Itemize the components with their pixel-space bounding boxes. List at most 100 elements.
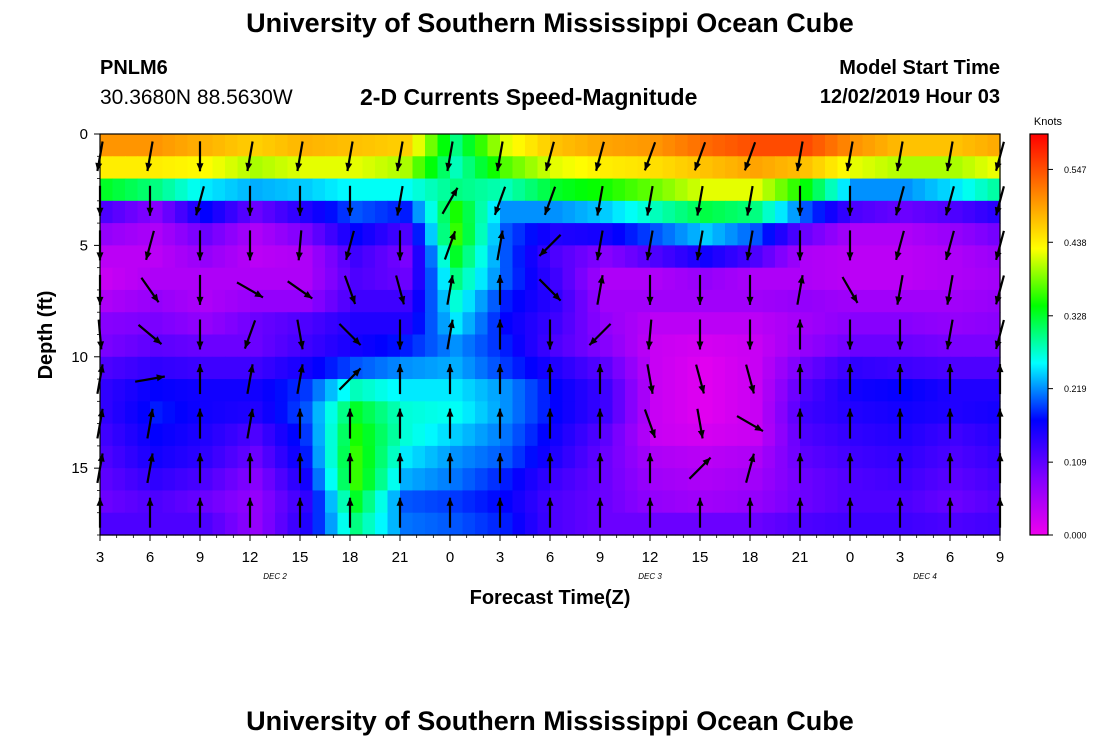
heatmap-cell <box>612 289 626 313</box>
heatmap-cell <box>962 156 976 180</box>
x-tick-label: 6 <box>546 549 554 566</box>
heatmap-cell <box>225 178 239 202</box>
heatmap-cell <box>762 134 776 157</box>
heatmap-cell <box>862 468 876 492</box>
heatmap-cell <box>712 289 726 313</box>
current-arrow <box>345 141 354 172</box>
heatmap-cell <box>725 379 739 402</box>
heatmap-cell <box>650 245 664 269</box>
arrow-head <box>896 453 904 462</box>
current-arrow <box>896 364 904 395</box>
heatmap-cell <box>350 445 364 469</box>
heatmap-cell <box>800 423 814 447</box>
heatmap-cell <box>400 223 414 246</box>
heatmap-cell <box>850 356 864 380</box>
heatmap-cell <box>625 334 639 358</box>
heatmap-cell <box>762 401 776 425</box>
heatmap-cell <box>375 401 389 425</box>
heatmap-cell <box>225 312 239 336</box>
heatmap-cell <box>387 356 401 380</box>
arrow-head <box>396 252 404 261</box>
heatmap-cell <box>775 356 789 380</box>
heatmap-cell <box>412 401 426 425</box>
heatmap-cell <box>650 267 664 291</box>
current-arrow <box>243 320 257 349</box>
heatmap-cell <box>887 468 901 492</box>
current-arrow <box>395 141 404 172</box>
heatmap-cell <box>687 356 701 380</box>
heatmap-cell <box>100 134 114 157</box>
heatmap-cell <box>125 200 139 224</box>
heatmap-cell <box>662 512 676 536</box>
current-arrow <box>796 364 804 395</box>
heatmap-cell <box>737 445 751 469</box>
heatmap-cell <box>462 490 476 514</box>
heatmap-cell <box>562 200 576 224</box>
heatmap-cell <box>800 156 814 180</box>
x-tick-label: 21 <box>392 549 409 566</box>
heatmap-cell <box>962 468 976 492</box>
heatmap-cell <box>525 512 539 536</box>
heatmap-cell <box>362 200 376 224</box>
heatmap-cell <box>362 468 376 492</box>
heatmap-cell <box>675 445 689 469</box>
heatmap-cell <box>362 356 376 380</box>
heatmap-cell <box>412 468 426 492</box>
arrow-head <box>245 162 253 171</box>
arrow-head <box>447 319 455 329</box>
current-arrow <box>596 453 604 484</box>
heatmap-cell <box>125 490 139 514</box>
heatmap-cell <box>487 156 501 180</box>
current-arrow <box>688 456 712 480</box>
heatmap-cell <box>475 512 489 536</box>
heatmap-cell <box>575 245 589 269</box>
heatmap-cell <box>125 334 139 358</box>
heatmap-cell <box>262 356 276 380</box>
heatmap-cell <box>650 312 664 336</box>
heatmap-cell <box>162 223 176 246</box>
current-arrow <box>696 274 704 305</box>
current-arrow <box>346 185 354 216</box>
heatmap-cell <box>400 245 414 269</box>
heatmap-cell <box>625 445 639 469</box>
heatmap-cell <box>387 245 401 269</box>
heatmap-cell <box>287 178 301 202</box>
heatmap-cell <box>187 356 201 380</box>
current-arrow <box>396 408 404 439</box>
heatmap-cell <box>262 379 276 402</box>
heatmap-cell <box>525 178 539 202</box>
heatmap-cell <box>837 379 851 402</box>
heatmap-cell <box>425 379 439 402</box>
heatmap-cell <box>462 379 476 402</box>
heatmap-cell <box>662 379 676 402</box>
heatmap-cell <box>950 223 964 246</box>
heatmap-cell <box>900 156 914 180</box>
arrow-head <box>495 162 503 171</box>
heatmap-cell <box>475 178 489 202</box>
heatmap-cell <box>112 401 126 425</box>
heatmap-cell <box>237 312 251 336</box>
heatmap-cell <box>287 490 301 514</box>
heatmap-cell <box>150 223 164 246</box>
heatmap-cell <box>400 267 414 291</box>
heatmap-cell <box>912 401 926 425</box>
arrow-head <box>396 408 404 417</box>
heatmap-cell <box>562 134 576 157</box>
heatmap-cell <box>350 156 364 180</box>
heatmap-cell <box>637 223 651 246</box>
heatmap-cell <box>812 267 826 291</box>
heatmap-cell <box>912 267 926 291</box>
arrow-head <box>896 408 904 417</box>
current-arrow <box>588 323 612 346</box>
heatmap-cell <box>625 512 639 536</box>
x-tick-label: 15 <box>292 549 309 566</box>
heatmap-cell <box>237 490 251 514</box>
heatmap-cell <box>900 468 914 492</box>
heatmap-cell <box>862 512 876 536</box>
heatmap-cell <box>525 156 539 180</box>
heatmap-cell <box>825 267 839 291</box>
heatmap-cell <box>287 312 301 336</box>
heatmap-cell <box>887 156 901 180</box>
heatmap-cell <box>437 468 451 492</box>
arrow-head <box>196 453 204 462</box>
